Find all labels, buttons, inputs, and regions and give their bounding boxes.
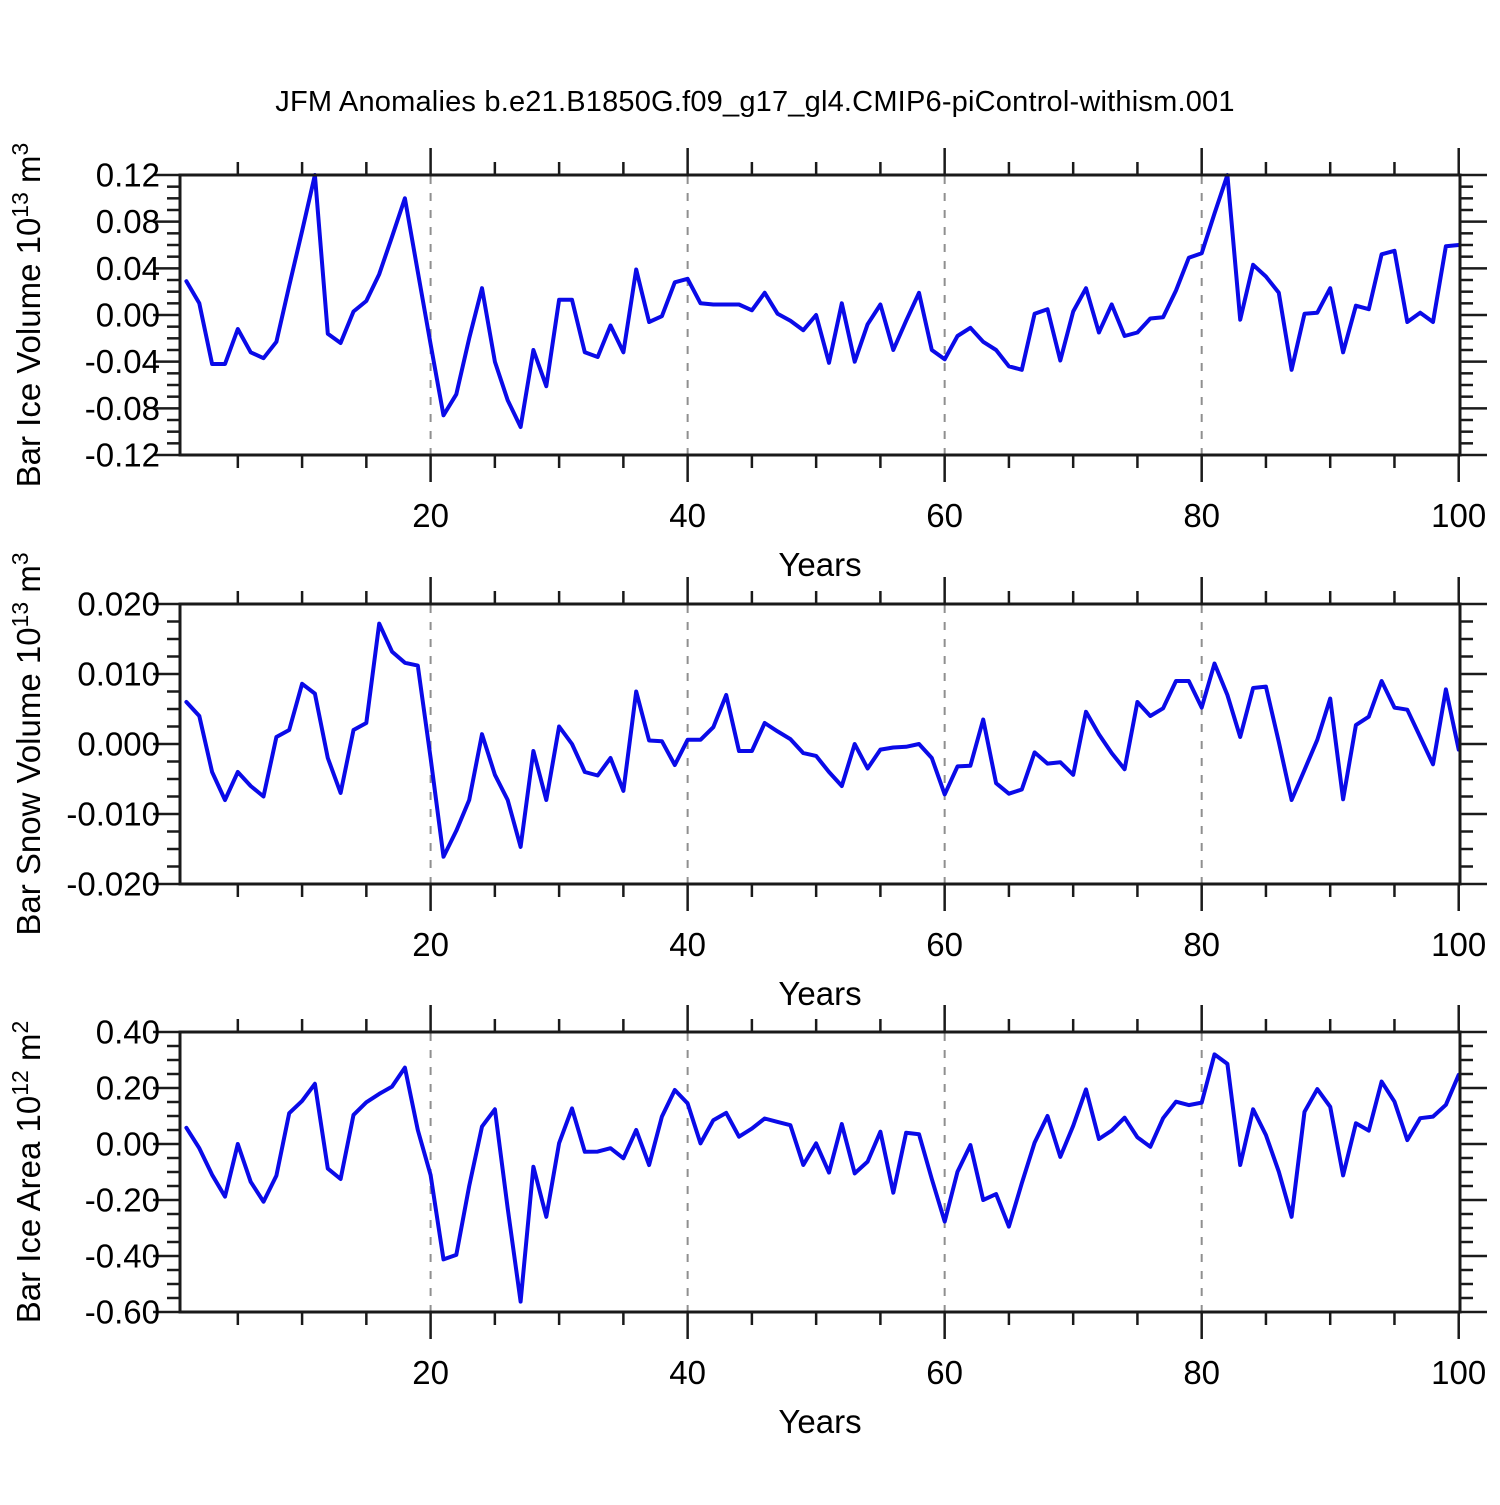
- y-tick-label: 0.40: [96, 1014, 160, 1051]
- y-tick-label: 0.000: [77, 726, 160, 763]
- x-tick-label: 40: [669, 926, 706, 963]
- y-tick-label: -0.60: [85, 1294, 160, 1331]
- y-tick-label: 0.00: [96, 1126, 160, 1163]
- y-tick-label: -0.04: [85, 343, 160, 380]
- x-tick-label: 20: [412, 926, 449, 963]
- y-tick-label: 0.020: [77, 586, 160, 623]
- x-axis-title-ice-volume: Years: [778, 546, 861, 583]
- x-tick-label: 40: [669, 1354, 706, 1391]
- x-tick-label: 100: [1431, 926, 1486, 963]
- y-tick-label: -0.020: [66, 866, 160, 903]
- y-tick-label: -0.08: [85, 390, 160, 427]
- x-tick-label: 80: [1183, 1354, 1220, 1391]
- panel-snow-volume: 20 40 60 80 100 0.020 0.010 0.000 -0.010 -0.020 Ye…: [7, 552, 1487, 1012]
- x-tick-label: 20: [412, 1354, 449, 1391]
- y-tick-label: -0.40: [85, 1238, 160, 1275]
- y-tick-label: -0.20: [85, 1182, 160, 1219]
- x-tick-label: 60: [926, 497, 963, 534]
- x-tick-label: 20: [412, 497, 449, 534]
- chart-title: JFM Anomalies b.e21.B1850G.f09_g17_gl4.C…: [275, 86, 1235, 118]
- y-tick-label: 0.08: [96, 203, 160, 240]
- plot-frame: [178, 602, 1462, 886]
- y-tick-label: -0.010: [66, 796, 160, 833]
- x-axis-title-snow-volume: Years: [778, 975, 861, 1012]
- y-tick-label: 0.04: [96, 250, 160, 287]
- y-axis-title-ice-area: Bar Ice Area 1012 m2: [7, 1021, 47, 1324]
- panel-ice-area: 20 40 60 80 100 0.40 0.20 0.00 -0.20 -0.40 -0.60 Ye…: [7, 1005, 1487, 1440]
- x-tick-label: 80: [1183, 926, 1220, 963]
- x-tick-label: 80: [1183, 497, 1220, 534]
- series-line-snow-volume: [184, 621, 1461, 859]
- x-tick-label: 100: [1431, 1354, 1486, 1391]
- y-axis-title-ice-volume: Bar Ice Volume 1013 m3: [7, 143, 47, 488]
- series-line-ice-volume: [184, 173, 1461, 429]
- y-tick-label: 0.00: [96, 297, 160, 334]
- x-tick-label: 100: [1431, 497, 1486, 534]
- x-tick-label: 60: [926, 1354, 963, 1391]
- series-line-ice-area: [184, 1052, 1461, 1304]
- plot-frame: [178, 173, 1462, 457]
- y-axis-title-snow-volume: Bar Snow Volume 1013 m3: [7, 552, 47, 935]
- y-tick-label: 0.20: [96, 1070, 160, 1107]
- y-tick-label: 0.010: [77, 656, 160, 693]
- x-axis-title-ice-area: Years: [778, 1403, 861, 1440]
- plot-frame: [178, 1030, 1462, 1314]
- y-tick-label: -0.12: [85, 437, 160, 474]
- y-tick-label: 0.12: [96, 157, 160, 194]
- panel-ice-volume: 20 40 60 80 100 0.12 0.08 0.04 0.00 -0.04 -0.08 -0.…: [7, 143, 1487, 583]
- x-tick-label: 40: [669, 497, 706, 534]
- x-tick-label: 60: [926, 926, 963, 963]
